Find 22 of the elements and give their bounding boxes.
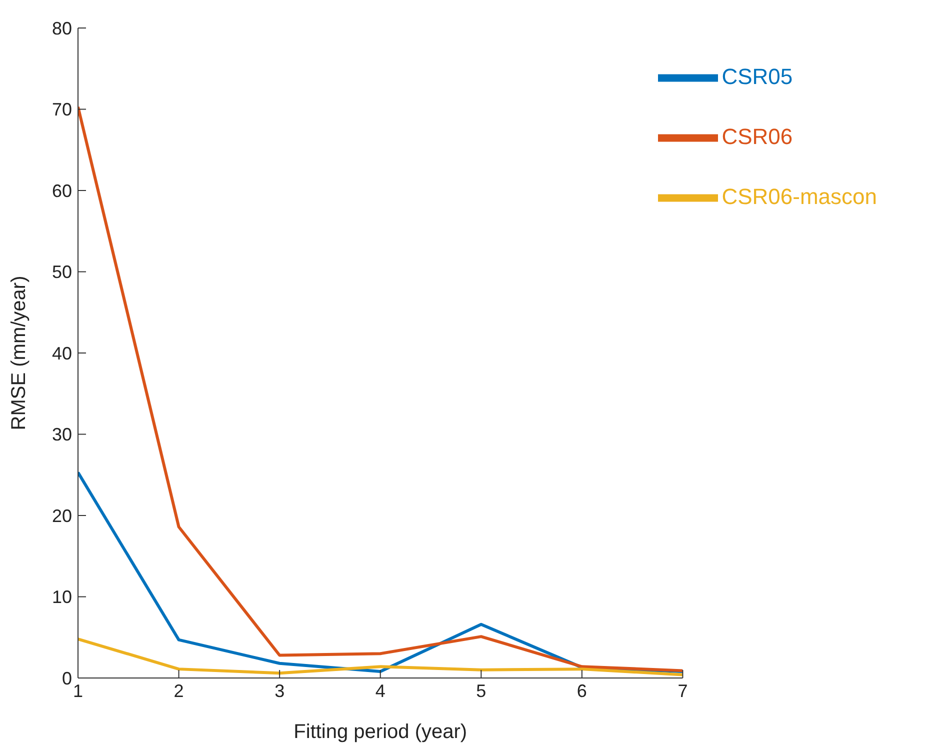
x-tick-label: 4	[375, 680, 386, 701]
y-tick-label: 70	[52, 100, 72, 120]
line-series	[78, 105, 683, 672]
y-tick-label: 30	[52, 424, 72, 445]
y-tick-label: 0	[62, 668, 72, 688]
y-tick-label: 10	[52, 587, 72, 608]
y-tick-label: 80	[52, 18, 72, 38]
x-tick-label: 3	[274, 680, 285, 701]
y-axis-title: RMSE (mm/year)	[8, 276, 30, 430]
y-tick-label: 50	[52, 262, 72, 282]
legend-label: CSR06-mascon	[722, 184, 877, 209]
x-tick-label: 7	[678, 680, 688, 701]
x-axis-title: Fitting period (year)	[294, 721, 468, 743]
legend-label: CSR05	[722, 64, 793, 89]
legend-label: CSR06	[722, 124, 793, 149]
x-tick-label: 2	[174, 680, 184, 701]
y-tick-label: 60	[52, 180, 72, 201]
y-tick-label: 20	[52, 506, 72, 526]
y-tick-label: 40	[52, 343, 72, 364]
x-tick-label: 1	[72, 680, 84, 701]
x-tick-label: 5	[476, 680, 486, 701]
x-tick-label: 6	[576, 680, 587, 701]
